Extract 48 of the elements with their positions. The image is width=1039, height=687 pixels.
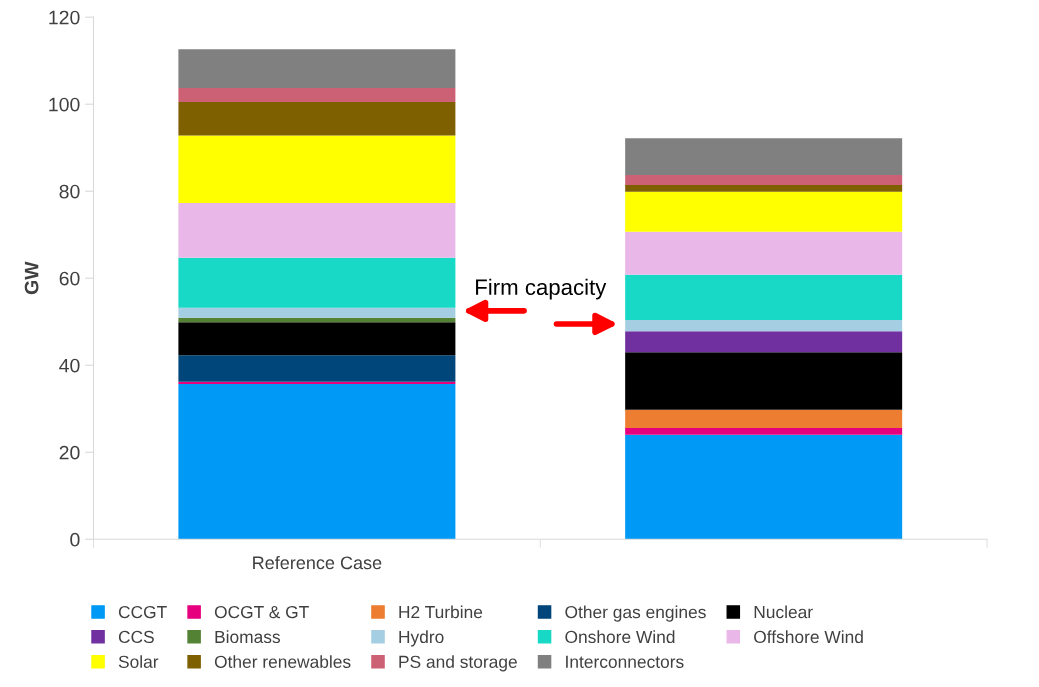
legend-label: CCGT — [118, 605, 167, 619]
bar — [625, 320, 903, 332]
bar — [178, 257, 456, 308]
bar — [178, 355, 456, 382]
legend-label: PS and storage — [399, 655, 517, 672]
y-tick-label: 80 — [59, 184, 80, 199]
y-axis-title: GW — [24, 261, 39, 295]
legend-label: Other renewables — [214, 655, 351, 668]
y-tick-label: 0 — [70, 532, 80, 547]
bar — [178, 102, 456, 136]
legend-label: Nuclear — [754, 605, 813, 619]
bar — [625, 231, 903, 275]
legend-label: Solar — [118, 655, 159, 668]
bar — [625, 409, 903, 428]
bar — [178, 383, 456, 540]
bar — [625, 427, 903, 435]
bar — [625, 434, 903, 540]
bar — [625, 352, 903, 410]
bar — [178, 322, 456, 356]
legend-label: Interconnectors — [566, 655, 684, 668]
bar — [178, 317, 456, 323]
legend-label: Onshore Wind — [565, 630, 675, 644]
bar — [625, 331, 903, 353]
legend-label: Other gas engines — [565, 605, 706, 622]
bar — [625, 185, 903, 192]
y-tick-label: 60 — [59, 271, 80, 286]
bar — [625, 138, 903, 176]
x-tick-label: Reference Case — [253, 555, 382, 570]
bar — [178, 135, 456, 203]
y-tick-label: 20 — [59, 445, 80, 460]
y-tick-label: 40 — [59, 358, 80, 373]
bar — [178, 381, 456, 384]
bar — [625, 191, 903, 232]
y-tick-label: 100 — [49, 97, 80, 112]
legend-label: Offshore Wind — [754, 630, 863, 644]
bar — [178, 88, 456, 103]
annotation: Firm capacity — [476, 278, 607, 300]
legend-label: Biomass — [215, 630, 281, 644]
y-tick-label: 120 — [49, 10, 80, 25]
legend-label: CCS — [118, 630, 154, 644]
bar — [178, 202, 456, 258]
bar — [178, 307, 456, 318]
bar — [625, 274, 903, 320]
legend-label: OCGT & GT — [214, 605, 309, 619]
bar — [625, 175, 903, 186]
bar — [178, 49, 456, 89]
legend-label: H2 Turbine — [399, 605, 483, 619]
legend-label: Hydro — [399, 630, 444, 647]
